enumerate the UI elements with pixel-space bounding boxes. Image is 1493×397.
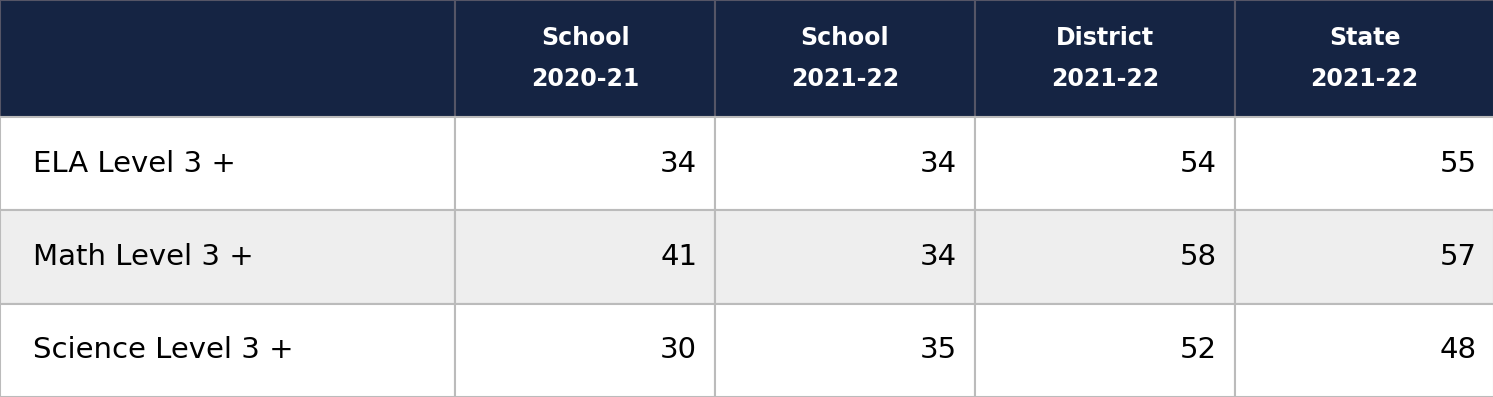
Bar xyxy=(715,210,975,304)
Text: School: School xyxy=(540,26,630,50)
Bar xyxy=(455,304,715,397)
Text: 34: 34 xyxy=(920,243,957,271)
Text: ELA Level 3 +: ELA Level 3 + xyxy=(33,150,236,178)
Text: District: District xyxy=(1056,26,1154,50)
Bar xyxy=(0,304,455,397)
Text: School: School xyxy=(800,26,890,50)
Bar xyxy=(1235,117,1493,210)
Bar xyxy=(1235,210,1493,304)
Bar xyxy=(455,0,715,117)
Text: State: State xyxy=(1329,26,1400,50)
Bar xyxy=(715,304,975,397)
Bar xyxy=(715,0,975,117)
Bar xyxy=(0,0,455,117)
Text: 48: 48 xyxy=(1439,336,1477,364)
Text: 55: 55 xyxy=(1439,150,1477,178)
Text: 34: 34 xyxy=(920,150,957,178)
Text: 35: 35 xyxy=(920,336,957,364)
Bar xyxy=(975,210,1235,304)
Bar xyxy=(0,117,455,210)
Text: 54: 54 xyxy=(1179,150,1217,178)
Bar xyxy=(975,304,1235,397)
Text: 2020-21: 2020-21 xyxy=(532,67,639,91)
Bar xyxy=(455,117,715,210)
Bar xyxy=(455,210,715,304)
Text: 2021-22: 2021-22 xyxy=(791,67,899,91)
Text: 58: 58 xyxy=(1179,243,1217,271)
Text: Math Level 3 +: Math Level 3 + xyxy=(33,243,254,271)
Bar xyxy=(1235,304,1493,397)
Text: 52: 52 xyxy=(1179,336,1217,364)
Bar xyxy=(715,117,975,210)
Text: 41: 41 xyxy=(660,243,697,271)
Bar xyxy=(1235,0,1493,117)
Text: 34: 34 xyxy=(660,150,697,178)
Text: 57: 57 xyxy=(1439,243,1477,271)
Bar xyxy=(975,117,1235,210)
Text: Science Level 3 +: Science Level 3 + xyxy=(33,336,294,364)
Bar xyxy=(975,0,1235,117)
Text: 2021-22: 2021-22 xyxy=(1051,67,1159,91)
Text: 2021-22: 2021-22 xyxy=(1311,67,1418,91)
Bar xyxy=(0,210,455,304)
Text: 30: 30 xyxy=(660,336,697,364)
